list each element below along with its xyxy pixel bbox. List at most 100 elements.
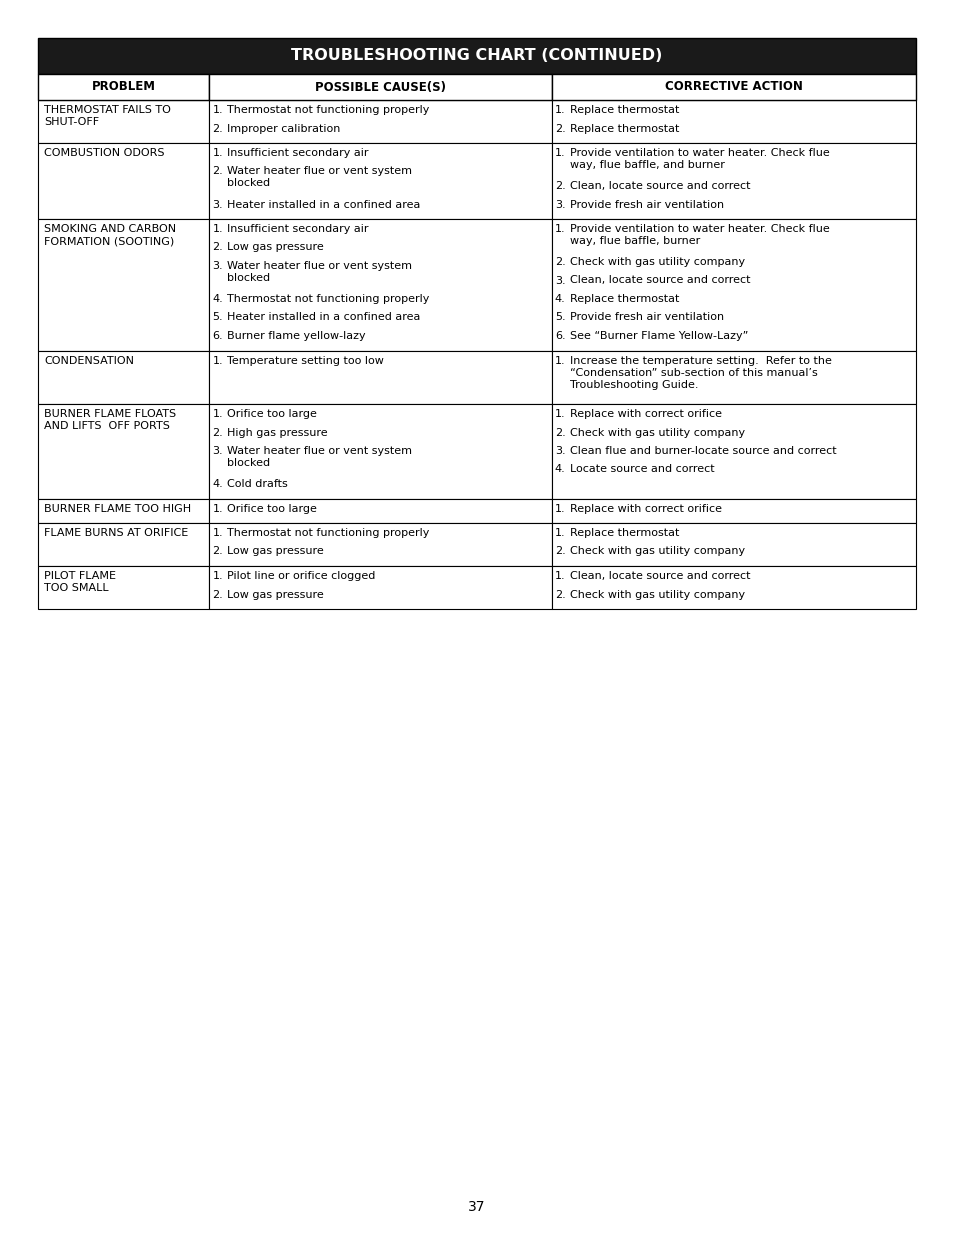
Text: SMOKING AND CARBON
FORMATION (SOOTING): SMOKING AND CARBON FORMATION (SOOTING) bbox=[44, 224, 176, 246]
Text: Low gas pressure: Low gas pressure bbox=[227, 547, 324, 557]
Text: Thermostat not functioning properly: Thermostat not functioning properly bbox=[227, 529, 429, 538]
Bar bbox=[38, 38, 915, 74]
Text: Increase the temperature setting.  Refer to the
“Condensation” sub-section of th: Increase the temperature setting. Refer … bbox=[569, 356, 831, 389]
Text: 3.: 3. bbox=[213, 446, 223, 456]
Bar bbox=[38, 404, 209, 499]
Text: 2.: 2. bbox=[213, 242, 223, 252]
Text: 5.: 5. bbox=[213, 312, 223, 322]
Bar bbox=[38, 566, 209, 609]
Text: 1.: 1. bbox=[555, 529, 565, 538]
Text: 6.: 6. bbox=[213, 331, 223, 341]
Bar bbox=[551, 143, 915, 219]
Text: 3.: 3. bbox=[555, 275, 565, 285]
Text: Thermostat not functioning properly: Thermostat not functioning properly bbox=[227, 294, 429, 304]
Text: 1.: 1. bbox=[555, 105, 565, 115]
Text: Clean, locate source and correct: Clean, locate source and correct bbox=[569, 571, 749, 580]
Text: Temperature setting too low: Temperature setting too low bbox=[227, 356, 384, 366]
Text: Clean, locate source and correct: Clean, locate source and correct bbox=[569, 182, 749, 191]
Text: PROBLEM: PROBLEM bbox=[91, 80, 155, 94]
Text: Improper calibration: Improper calibration bbox=[227, 124, 340, 133]
Text: BURNER FLAME TOO HIGH: BURNER FLAME TOO HIGH bbox=[44, 504, 191, 514]
Text: TROUBLESHOOTING CHART (CONTINUED): TROUBLESHOOTING CHART (CONTINUED) bbox=[291, 48, 662, 63]
Text: Pilot line or orifice clogged: Pilot line or orifice clogged bbox=[227, 571, 375, 580]
Text: 4.: 4. bbox=[555, 294, 565, 304]
Text: 6.: 6. bbox=[555, 331, 565, 341]
Text: Replace thermostat: Replace thermostat bbox=[569, 529, 679, 538]
Bar bbox=[209, 351, 551, 404]
Bar bbox=[551, 351, 915, 404]
Text: 37: 37 bbox=[468, 1200, 485, 1214]
Bar bbox=[209, 100, 551, 143]
Text: 1.: 1. bbox=[555, 504, 565, 514]
Text: 2.: 2. bbox=[213, 427, 223, 437]
Text: 1.: 1. bbox=[213, 224, 223, 233]
Bar bbox=[551, 404, 915, 499]
Text: Clean, locate source and correct: Clean, locate source and correct bbox=[569, 275, 749, 285]
Text: Orifice too large: Orifice too large bbox=[227, 504, 316, 514]
Text: THERMOSTAT FAILS TO
SHUT-OFF: THERMOSTAT FAILS TO SHUT-OFF bbox=[44, 105, 171, 127]
Bar bbox=[551, 566, 915, 609]
Text: 1.: 1. bbox=[213, 356, 223, 366]
Text: Low gas pressure: Low gas pressure bbox=[227, 589, 324, 599]
Text: 2.: 2. bbox=[555, 427, 565, 437]
Text: Insufficient secondary air: Insufficient secondary air bbox=[227, 148, 368, 158]
Bar bbox=[209, 522, 551, 566]
Text: 3.: 3. bbox=[213, 200, 223, 210]
Text: POSSIBLE CAUSE(S): POSSIBLE CAUSE(S) bbox=[314, 80, 445, 94]
Text: 2.: 2. bbox=[213, 589, 223, 599]
Text: 1.: 1. bbox=[555, 356, 565, 366]
Text: 2.: 2. bbox=[555, 589, 565, 599]
Text: Cold drafts: Cold drafts bbox=[227, 479, 288, 489]
Text: 2.: 2. bbox=[213, 547, 223, 557]
Text: 1.: 1. bbox=[213, 105, 223, 115]
Bar bbox=[38, 219, 209, 351]
Text: Water heater flue or vent system
blocked: Water heater flue or vent system blocked bbox=[227, 446, 412, 468]
Text: Provide fresh air ventilation: Provide fresh air ventilation bbox=[569, 312, 723, 322]
Bar bbox=[551, 74, 915, 100]
Bar bbox=[209, 74, 551, 100]
Text: Replace thermostat: Replace thermostat bbox=[569, 105, 679, 115]
Text: 2.: 2. bbox=[213, 167, 223, 177]
Text: 1.: 1. bbox=[555, 224, 565, 233]
Text: Clean flue and burner-locate source and correct: Clean flue and burner-locate source and … bbox=[569, 446, 836, 456]
Text: 3.: 3. bbox=[555, 200, 565, 210]
Text: 4.: 4. bbox=[213, 294, 223, 304]
Text: Provide ventilation to water heater. Check flue
way, flue baffle, burner: Provide ventilation to water heater. Che… bbox=[569, 224, 828, 246]
Text: Provide ventilation to water heater. Check flue
way, flue baffle, and burner: Provide ventilation to water heater. Che… bbox=[569, 148, 828, 170]
Text: Check with gas utility company: Check with gas utility company bbox=[569, 427, 744, 437]
Text: Provide fresh air ventilation: Provide fresh air ventilation bbox=[569, 200, 723, 210]
Text: COMBUSTION ODORS: COMBUSTION ODORS bbox=[44, 148, 164, 158]
Bar bbox=[38, 74, 209, 100]
Text: Heater installed in a confined area: Heater installed in a confined area bbox=[227, 312, 420, 322]
Text: 1.: 1. bbox=[213, 148, 223, 158]
Bar bbox=[38, 351, 209, 404]
Text: Low gas pressure: Low gas pressure bbox=[227, 242, 324, 252]
Text: 1.: 1. bbox=[213, 529, 223, 538]
Text: 1.: 1. bbox=[555, 148, 565, 158]
Text: 5.: 5. bbox=[555, 312, 565, 322]
Text: Water heater flue or vent system
blocked: Water heater flue or vent system blocked bbox=[227, 261, 412, 283]
Bar bbox=[209, 219, 551, 351]
Text: Replace thermostat: Replace thermostat bbox=[569, 124, 679, 133]
Text: PILOT FLAME
TOO SMALL: PILOT FLAME TOO SMALL bbox=[44, 571, 116, 593]
Text: 3.: 3. bbox=[555, 446, 565, 456]
Text: 2.: 2. bbox=[555, 257, 565, 267]
Bar bbox=[551, 499, 915, 522]
Text: Orifice too large: Orifice too large bbox=[227, 409, 316, 419]
Bar bbox=[209, 499, 551, 522]
Text: See “Burner Flame Yellow-Lazy”: See “Burner Flame Yellow-Lazy” bbox=[569, 331, 747, 341]
Text: 2.: 2. bbox=[213, 124, 223, 133]
Text: Heater installed in a confined area: Heater installed in a confined area bbox=[227, 200, 420, 210]
Text: Burner flame yellow-lazy: Burner flame yellow-lazy bbox=[227, 331, 365, 341]
Bar bbox=[38, 100, 209, 143]
Bar bbox=[38, 143, 209, 219]
Text: Replace with correct orifice: Replace with correct orifice bbox=[569, 504, 720, 514]
Text: High gas pressure: High gas pressure bbox=[227, 427, 328, 437]
Text: Check with gas utility company: Check with gas utility company bbox=[569, 547, 744, 557]
Bar bbox=[209, 566, 551, 609]
Text: 4.: 4. bbox=[213, 479, 223, 489]
Text: Replace thermostat: Replace thermostat bbox=[569, 294, 679, 304]
Bar bbox=[551, 522, 915, 566]
Text: Locate source and correct: Locate source and correct bbox=[569, 464, 714, 474]
Text: Check with gas utility company: Check with gas utility company bbox=[569, 257, 744, 267]
